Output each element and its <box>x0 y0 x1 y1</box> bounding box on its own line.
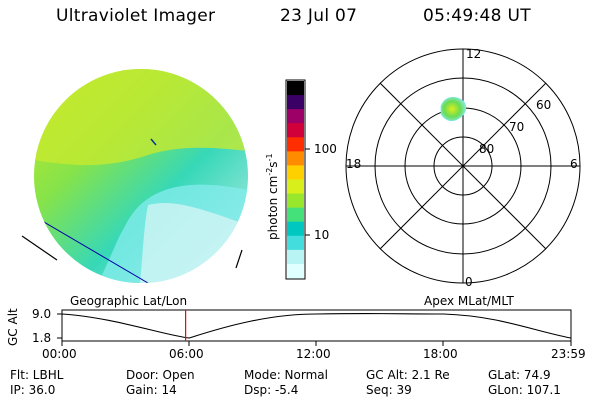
observation-time: 05:49:48 UT <box>423 6 531 26</box>
status-glat: GLat: 74.9 <box>488 368 551 382</box>
colorbar-unit-exponent-1: -2 <box>265 167 274 176</box>
time-label-00: 00:00 <box>42 347 77 361</box>
colorbar-band <box>287 95 304 110</box>
polar-label-6: 6 <box>570 157 578 171</box>
colorbar-bands <box>287 81 304 279</box>
polar-label-80: 80 <box>479 142 494 156</box>
polar-label-0: 0 <box>465 275 473 289</box>
status-ip: IP: 36.0 <box>10 383 56 397</box>
status-glon: GLon: 107.1 <box>488 383 561 397</box>
polar-label-60: 60 <box>536 98 551 112</box>
colorbar-unit-prefix: photon cm <box>266 175 280 240</box>
status-door: Door: Open <box>126 368 195 382</box>
colorbar-frame <box>285 79 306 280</box>
polar-label-70: 70 <box>509 120 524 134</box>
left-edge-tick <box>21 235 58 261</box>
colorbar-band <box>287 221 304 237</box>
colorbar-band <box>287 207 304 223</box>
polar-diagonal-2 <box>379 82 547 250</box>
earth-image-panel <box>21 69 248 283</box>
gc-altitude-chart-frame <box>61 309 572 342</box>
status-seq: Seq: 39 <box>366 383 412 397</box>
colorbar-band <box>287 151 304 166</box>
status-filter: Flt: LBHL <box>10 368 64 382</box>
colorbar-band <box>287 123 304 138</box>
colorbar-unit-exponent-2: -1 <box>265 153 274 162</box>
colorbar-band <box>287 179 304 194</box>
colorbar-unit-seconds: s <box>266 161 280 168</box>
colorbar-band <box>287 165 304 180</box>
colorbar-label-100: 100 <box>314 142 337 156</box>
gc-altitude-tick-label-1-8: 1.8 <box>32 331 51 345</box>
gc-altitude-axis-label: GC Alt <box>6 308 20 346</box>
auroral-oval-patch <box>440 96 467 122</box>
colorbar-band <box>287 263 304 279</box>
gc-altitude-chart: 9.0 1.8 <box>32 307 572 346</box>
colorbar-band <box>287 193 304 209</box>
gc-altitude-series-line <box>61 313 571 339</box>
apex-mlat-mlt-label: Apex MLat/MLT <box>424 294 514 308</box>
colorbar-band <box>287 137 304 152</box>
colorbar-band <box>287 235 304 251</box>
gc-altitude-tick-label-9: 9.0 <box>32 307 51 321</box>
status-dsp: Dsp: -5.4 <box>244 383 299 397</box>
status-gain: Gain: 14 <box>126 383 177 397</box>
colorbar-band <box>287 109 304 124</box>
colorbar-label-10: 10 <box>314 228 329 242</box>
time-label-18: 18:00 <box>423 347 458 361</box>
right-edge-tick <box>235 249 243 269</box>
polar-label-18: 18 <box>346 157 361 171</box>
time-label-06: 06:00 <box>169 347 204 361</box>
status-mode: Mode: Normal <box>244 368 328 382</box>
colorbar-unit-label: photon cm-2s-1 <box>265 153 280 240</box>
geographic-lat-lon-label: Geographic Lat/Lon <box>70 294 187 308</box>
colorbar-band <box>287 81 304 96</box>
small-dark-mark <box>150 138 157 146</box>
map-caption-row: Geographic Lat/Lon Apex MLat/MLT <box>70 294 514 308</box>
time-label-12: 12:00 <box>296 347 331 361</box>
status-gc-alt: GC Alt: 2.1 Re <box>366 368 450 382</box>
polar-plot: 12 18 6 0 80 70 60 <box>345 47 581 289</box>
intensity-colorbar: 100 10 <box>285 79 337 280</box>
colorbar-band <box>287 249 304 265</box>
observation-date: 23 Jul 07 <box>280 6 358 26</box>
app-title: Ultraviolet Imager <box>56 6 216 26</box>
auroral-brightness-band <box>34 69 248 166</box>
polar-label-12: 12 <box>466 47 481 61</box>
time-label-23-59: 23:59 <box>551 347 586 361</box>
